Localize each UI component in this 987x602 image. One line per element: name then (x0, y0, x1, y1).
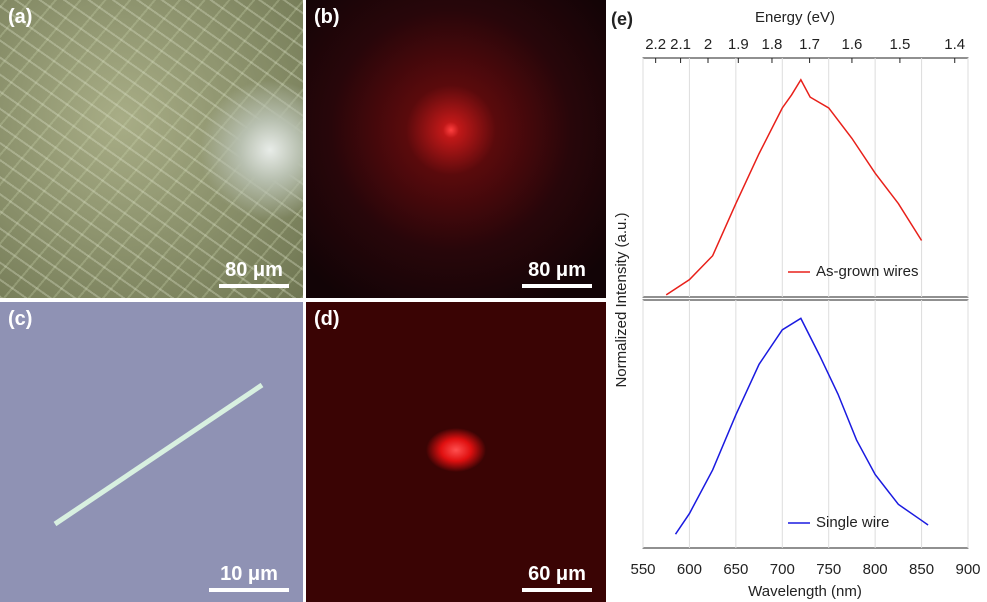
nanowire (55, 385, 262, 524)
bar (219, 284, 289, 288)
bar (522, 284, 592, 288)
figure: (a) 80 μm (b) 80 μm (c) 10 μm (d) 60 μm … (0, 0, 987, 602)
x-tick-label: 800 (863, 561, 888, 578)
spectrum (676, 318, 929, 534)
x2-tick-label: 2.1 (670, 36, 691, 53)
plot-frame (643, 300, 968, 548)
x-tick-label: 750 (816, 561, 841, 578)
image-panel: (d) 60 μm (306, 302, 606, 602)
panel-label: (e) (611, 9, 633, 29)
legend-label: As-grown wires (816, 263, 919, 280)
bar (209, 588, 289, 592)
image-panel: (b) 80 μm (306, 0, 606, 298)
x-tick-label: 850 (909, 561, 934, 578)
y-axis-title: Normalized Intensity (a.u.) (613, 212, 630, 387)
x2-tick-label: 1.6 (841, 36, 862, 53)
scale-text: 10 μm (220, 563, 278, 585)
x2-tick-label: 2.2 (645, 36, 666, 53)
x-axis-title: Wavelength (nm) (748, 583, 862, 600)
x-tick-label: 550 (630, 561, 655, 578)
scale-text: 80 μm (225, 259, 283, 281)
image-panel: (a) 80 μm (0, 0, 303, 298)
x-tick-label: 600 (677, 561, 702, 578)
plot-frame (643, 58, 968, 297)
x-tick-label: 650 (723, 561, 748, 578)
x2-tick-label: 1.8 (762, 36, 783, 53)
scale-text: 80 μm (528, 259, 586, 281)
scale-bar: 80 μm (522, 259, 592, 288)
bar (522, 588, 592, 592)
image-panel: (c) 10 μm (0, 302, 303, 602)
panel-label: (b) (314, 6, 340, 29)
chart: (e) Energy (eV) Normalized Intensity (a.… (607, 0, 987, 602)
x2-tick-label: 1.9 (728, 36, 749, 53)
x2-tick-label: 2 (704, 36, 712, 53)
panel-label: (c) (8, 308, 32, 331)
scale-bar: 60 μm (522, 563, 592, 592)
x2-axis-title: Energy (eV) (755, 9, 835, 26)
scale-text: 60 μm (528, 563, 586, 585)
x2-tick-label: 1.4 (944, 36, 965, 53)
x2-tick-label: 1.7 (799, 36, 820, 53)
panel-label: (a) (8, 6, 32, 29)
scale-bar: 10 μm (209, 563, 289, 592)
panel-label: (d) (314, 308, 340, 331)
x-tick-label: 700 (770, 561, 795, 578)
x-tick-label: 900 (955, 561, 980, 578)
legend-label: Single wire (816, 514, 889, 531)
scale-bar: 80 μm (219, 259, 289, 288)
wire (0, 302, 303, 602)
x2-tick-label: 1.5 (889, 36, 910, 53)
